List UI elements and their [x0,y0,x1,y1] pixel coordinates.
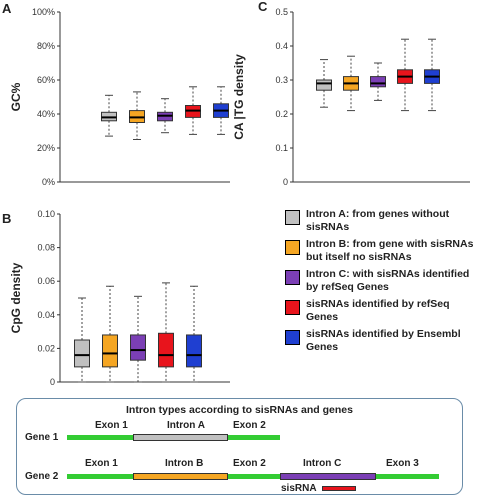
legend-item-refseq: sisRNAs identified by refSeq Genes [285,298,475,324]
chart-a-y-axis-label: GC% [9,82,23,111]
legend-swatch-intron-a [285,210,300,225]
chart-c-box-3 [370,62,386,101]
chart-b-tick-label: 0 [50,377,55,387]
legend-label-ensembl: sisRNAs identified by Ensembl Genes [306,328,461,353]
chart-a-box-1 [101,94,117,137]
legend-swatch-intron-b [285,240,300,255]
box-iqr [102,334,118,368]
box-iqr [316,79,332,91]
legend-item-intron-c: Intron C: with sisRNAs identified by ref… [285,268,475,294]
chart-a-tick-label: 20% [37,143,55,153]
box-iqr [74,339,90,368]
gene1-exon1-label: Exon 1 [95,420,128,431]
panel-letter-a: A [2,1,12,16]
chart-c-tick-label: 0.4 [275,41,288,51]
chart-c: 0 0.1 0.2 0.3 0.4 0.5 CA |TG density [232,7,470,187]
sisrna-label: sisRNA [281,483,317,494]
chart-b-box-2 [102,285,118,383]
legend-label-refseq: sisRNAs identified by refSeq Genes [306,298,450,323]
chart-b-box-3 [130,295,146,383]
diagram-title: Intron types according to sisRNAs and ge… [126,404,353,416]
box-iqr [158,332,174,368]
gene1-exon1-bar [67,435,133,440]
gene2-exon2-label: Exon 2 [233,458,266,469]
chart-a-tick-label: 60% [37,75,55,85]
chart-c-tick-label: 0.5 [275,7,288,17]
gene2-exon3-label: Exon 3 [386,458,419,469]
gene1-intron-a-label: Intron A [167,420,205,431]
legend-swatch-refseq [285,300,300,315]
gene1-exon2-bar [228,435,280,440]
chart-c-tick-label: 0.1 [275,143,288,153]
legend-item-ensembl: sisRNAs identified by Ensembl Genes [285,328,475,354]
chart-c-box-1 [316,59,332,108]
gene1-exon2-label: Exon 2 [233,420,266,431]
gene2-label: Gene 2 [25,471,59,482]
chart-c-y-axis-label: CA |TG density [232,54,246,140]
chart-b-tick-label: 0.08 [37,243,55,253]
box-iqr [370,76,386,88]
legend: Intron A: from genes without sisRNAs Int… [285,208,475,358]
chart-a: 0% 20% 40% 60% 80% 100% GC% [9,7,230,187]
chart-b-box-4 [158,282,174,383]
chart-a-tick-label: 100% [32,7,55,17]
gene2-exon2-bar [228,474,280,479]
box-iqr [130,334,146,361]
chart-a-box-5 [213,86,229,135]
gene2-intron-c-label: Intron C [303,458,342,469]
chart-a-tick-label: 0% [42,177,55,187]
gene2-exon1-label: Exon 1 [85,458,118,469]
gene2-intron-b-label: Intron B [165,458,204,469]
chart-b-tick-label: 0.04 [37,310,55,320]
chart-b-box-5 [186,285,202,383]
chart-c-box-4 [397,38,413,112]
chart-a-tick-label: 40% [37,109,55,119]
intron-type-diagram: Intron types according to sisRNAs and ge… [16,398,463,495]
chart-b-box-1 [74,297,90,383]
gene2-intron-b-bar [133,473,228,480]
panel-letter-b: B [2,211,11,226]
legend-label-intron-b: Intron B: from gene with sisRNAs but its… [306,238,474,263]
gene2-intron-c-bar [280,473,376,480]
legend-label-intron-c: Intron C: with sisRNAs identified by ref… [306,268,470,293]
chart-b-y-axis-label: CpG density [9,262,23,333]
legend-label-intron-a: Intron A: from genes without sisRNAs [306,208,450,233]
chart-b: 0 0.02 0.04 0.06 0.08 0.10 CpG density [9,209,230,387]
chart-c-box-5 [424,38,440,112]
legend-swatch-ensembl [285,330,300,345]
chart-a-tick-label: 80% [37,41,55,51]
box-iqr [186,334,202,368]
chart-a-box-2 [129,91,145,140]
chart-c-tick-label: 0.2 [275,109,288,119]
chart-b-tick-label: 0.02 [37,343,55,353]
chart-b-tick-label: 0.06 [37,276,55,286]
sisrna-bar [322,486,356,491]
legend-swatch-intron-c [285,270,300,285]
gene1-label: Gene 1 [25,432,59,443]
gene1-intron-a-bar [133,434,228,441]
panel-letter-c: C [258,0,268,14]
chart-c-tick-label: 0 [283,177,288,187]
gene2-exon3-bar [376,474,439,479]
chart-a-box-3 [157,98,173,134]
chart-a-box-4 [185,86,201,135]
chart-b-tick-label: 0.10 [37,209,55,219]
chart-c-tick-label: 0.3 [275,75,288,85]
gene2-exon1-bar [67,474,133,479]
chart-c-box-2 [343,55,359,112]
legend-item-intron-b: Intron B: from gene with sisRNAs but its… [285,238,475,264]
legend-item-intron-a: Intron A: from genes without sisRNAs [285,208,475,234]
